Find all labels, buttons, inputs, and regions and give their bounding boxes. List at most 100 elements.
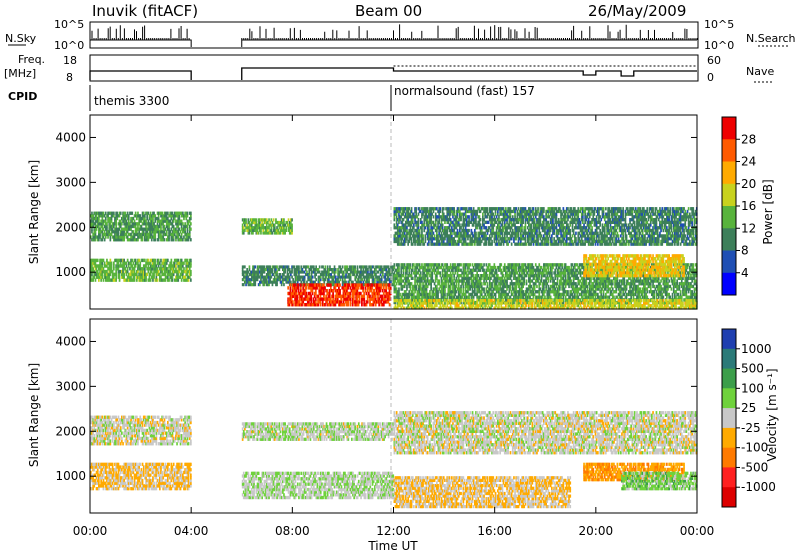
heatmap-cell: [379, 280, 382, 284]
heatmap-cell: [244, 275, 246, 279]
heatmap-cell: [293, 280, 296, 284]
heatmap-cell: [95, 224, 98, 229]
heatmap-cell: [162, 222, 165, 226]
heatmap-cell: [156, 216, 159, 221]
heatmap-cell: [273, 231, 276, 235]
heatmap-cell: [137, 258, 139, 263]
heatmap-cell: [134, 258, 137, 263]
heatmap-cell: [332, 291, 334, 296]
heatmap-cell: [250, 226, 253, 230]
heatmap-cell: [335, 294, 338, 298]
heatmap-cell: [164, 219, 167, 223]
heatmap-cell: [93, 238, 96, 242]
heatmap-cell: [91, 261, 93, 265]
heatmap-cell: [108, 267, 111, 271]
heatmap-cell: [157, 224, 160, 229]
heatmap-cell: [94, 278, 97, 282]
heatmap-cell: [123, 227, 125, 231]
heatmap-cell: [144, 235, 146, 239]
heatmap-cell: [359, 273, 361, 277]
heatmap-cell: [367, 283, 370, 287]
heatmap-cell: [168, 232, 170, 237]
heatmap-cell: [262, 268, 265, 272]
heatmap-cell: [170, 258, 173, 263]
heatmap-cell: [184, 232, 186, 237]
heatmap-cell: [147, 224, 150, 229]
heatmap-cell: [142, 230, 145, 234]
heatmap-cell: [177, 275, 180, 279]
heatmap-cell: [122, 214, 124, 218]
nsky-baseline: [89, 39, 697, 47]
heatmap-cell: [167, 211, 169, 215]
heatmap-cell: [282, 218, 284, 222]
heatmap-cell: [138, 222, 140, 226]
heatmap-cell: [186, 267, 189, 271]
heatmap-cell: [306, 270, 308, 274]
heatmap-cell: [293, 273, 296, 277]
heatmap-cell: [294, 289, 296, 293]
heatmap-cell: [380, 286, 383, 290]
heatmap-cell: [652, 207, 654, 211]
heatmap-cell: [170, 214, 173, 218]
heatmap-cell: [137, 227, 139, 231]
heatmap-cell: [339, 303, 341, 307]
heatmap-cell: [145, 261, 147, 265]
heatmap-cell: [127, 216, 130, 221]
heatmap-cell: [91, 258, 93, 263]
heatmap-cell: [117, 258, 120, 263]
heatmap-cell: [102, 211, 105, 215]
heatmap-cell: [331, 300, 333, 304]
heatmap-cell: [291, 291, 294, 296]
heatmap-cell: [287, 265, 290, 269]
heatmap-cell: [372, 283, 375, 287]
heatmap-cell: [175, 238, 177, 242]
heatmap-cell: [119, 211, 122, 215]
heatmap-cell: [169, 214, 171, 218]
heatmap-cell: [190, 216, 192, 221]
heatmap-cell: [248, 228, 251, 232]
heatmap-cell: [351, 294, 354, 298]
heatmap-cell: [617, 234, 620, 238]
heatmap-cell: [141, 267, 144, 271]
heatmap-cell: [171, 211, 174, 215]
heatmap-cell: [334, 300, 337, 304]
heatmap-cell: [250, 220, 253, 225]
heatmap-cell: [374, 280, 376, 284]
heatmap-cell: [394, 231, 397, 235]
heatmap-cell: [248, 278, 251, 282]
heatmap-cell: [282, 280, 284, 284]
heatmap-cell: [285, 265, 288, 269]
heatmap-cell: [132, 216, 135, 221]
heatmap-cell: [384, 273, 386, 277]
heatmap-cell: [95, 235, 98, 239]
heatmap-cell: [382, 283, 385, 287]
heatmap-cell: [176, 222, 178, 226]
heatmap-cell: [160, 258, 162, 263]
heatmap-cell: [246, 226, 248, 230]
heatmap-cell: [159, 219, 161, 223]
heatmap-cell: [175, 214, 177, 218]
heatmap-cell: [109, 267, 112, 271]
heatmap-cell: [114, 278, 116, 282]
heatmap-cell: [400, 242, 403, 246]
heatmap-cell: [352, 270, 354, 274]
heatmap-cell: [291, 294, 294, 298]
heatmap-cell: [253, 226, 255, 230]
heatmap-cell: [363, 297, 366, 301]
heatmap-cell: [311, 270, 314, 274]
heatmap-cell: [180, 232, 183, 237]
heatmap-cell: [398, 209, 400, 214]
heatmap-cell: [352, 280, 354, 284]
heatmap-cell: [179, 211, 182, 215]
heatmap-cell: [146, 235, 148, 239]
heatmap-cell: [94, 214, 97, 218]
heatmap-cell: [116, 235, 119, 239]
heatmap-cell: [259, 283, 261, 287]
heatmap-cell: [260, 270, 262, 274]
heatmap-cell: [185, 235, 188, 239]
heatmap-cell: [371, 303, 374, 307]
heatmap-cell: [146, 216, 148, 221]
heatmap-cell: [311, 286, 314, 290]
heatmap-cell: [287, 275, 290, 279]
heatmap-cell: [262, 231, 265, 235]
